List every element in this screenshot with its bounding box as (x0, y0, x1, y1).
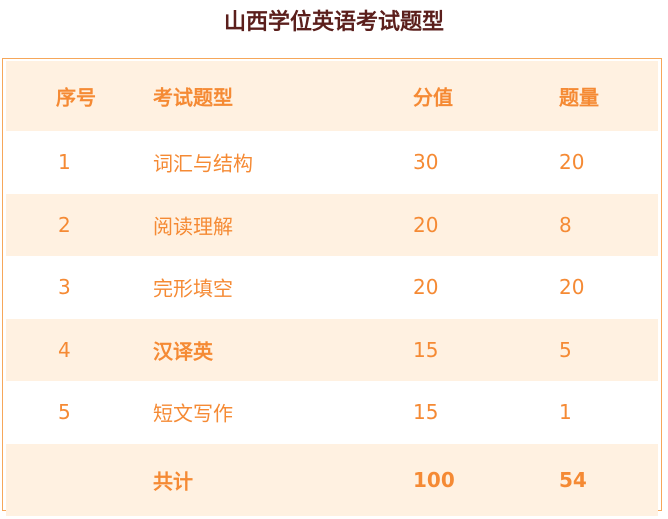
cell-score: 20 (413, 212, 439, 237)
cell-score: 20 (413, 275, 439, 300)
header-cell: 序号 (56, 85, 96, 110)
table-row: 2 阅读理解 20 8 (6, 193, 658, 256)
cell-index: 3 (58, 275, 71, 300)
cell-index: 4 (58, 337, 71, 362)
cell-count: 20 (559, 150, 585, 175)
header-cell: 分值 (413, 85, 453, 110)
cell-score: 30 (413, 150, 439, 175)
cell-count: 1 (559, 400, 572, 425)
cell-type: 词汇与结构 (153, 151, 253, 176)
total-row: 共计 100 54 (6, 443, 658, 516)
total-label: 共计 (153, 469, 193, 493)
exam-table: 序号 考试题型 分值 题量 1 词汇与结构 30 20 2 阅读理解 20 8 … (2, 58, 662, 516)
header-cell: 考试题型 (153, 85, 233, 110)
cell-index: 5 (58, 400, 71, 425)
cell-type: 短文写作 (153, 401, 233, 426)
cell-type: 完形填空 (153, 276, 233, 301)
cell-count: 5 (559, 337, 572, 362)
page-title: 山西学位英语考试题型 (223, 10, 444, 35)
table-row: 4 汉译英 15 5 (6, 318, 658, 381)
table-row: 1 词汇与结构 30 20 (6, 131, 658, 194)
table-row: 5 短文写作 15 1 (6, 381, 658, 444)
cell-count: 8 (559, 212, 572, 237)
total-score: 100 (413, 467, 455, 492)
cell-index: 2 (58, 212, 71, 237)
header-cell: 题量 (559, 85, 599, 110)
total-count: 54 (559, 467, 587, 492)
cell-type: 阅读理解 (153, 214, 233, 239)
cell-index: 1 (58, 150, 71, 175)
table-header: 序号 考试题型 分值 题量 (6, 61, 658, 131)
cell-type: 汉译英 (153, 339, 213, 364)
cell-score: 15 (413, 337, 439, 362)
cell-count: 20 (559, 275, 585, 300)
cell-score: 15 (413, 400, 439, 425)
table-row: 3 完形填空 20 20 (6, 256, 658, 319)
